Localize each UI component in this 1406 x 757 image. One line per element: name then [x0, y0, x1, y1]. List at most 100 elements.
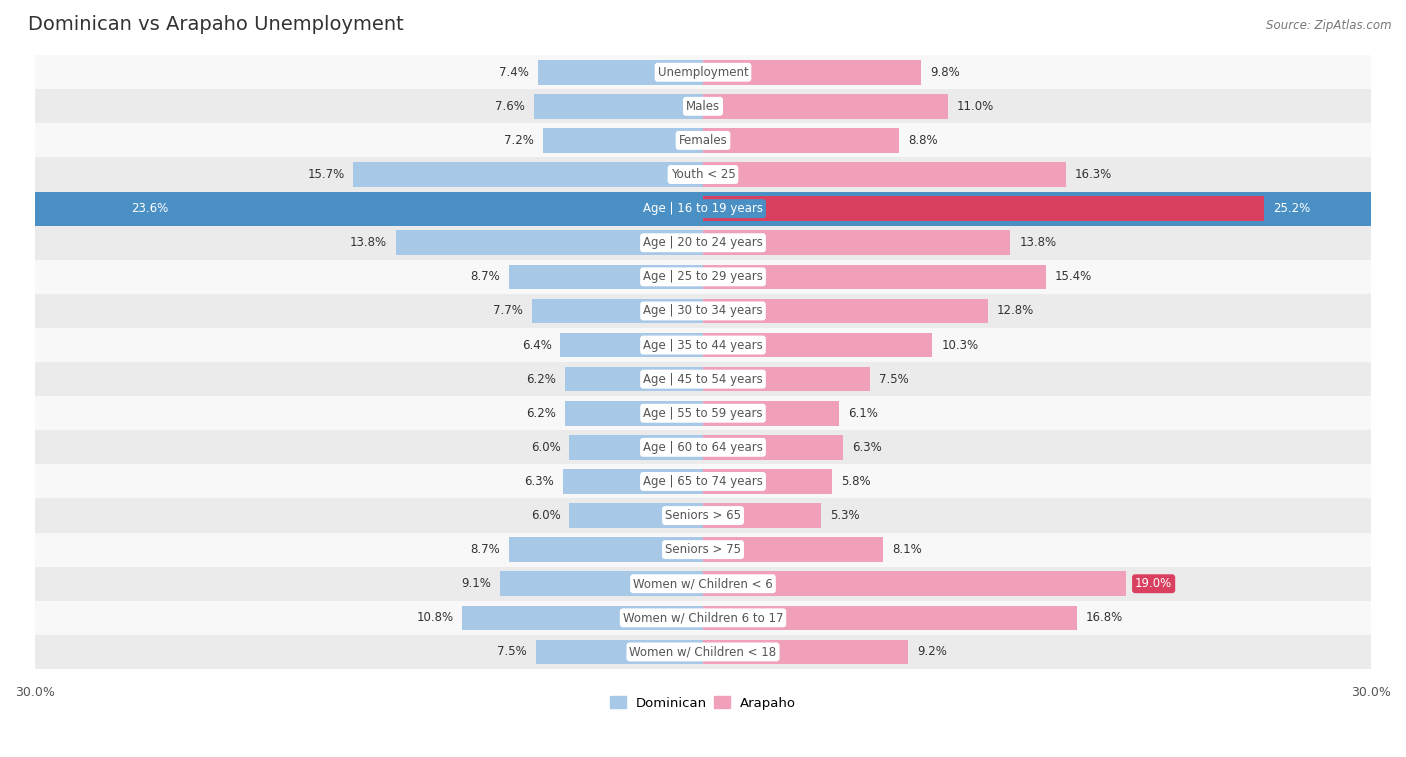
Text: Age | 65 to 74 years: Age | 65 to 74 years: [643, 475, 763, 488]
Text: Seniors > 65: Seniors > 65: [665, 509, 741, 522]
Text: Women w/ Children < 6: Women w/ Children < 6: [633, 578, 773, 590]
Text: 16.3%: 16.3%: [1076, 168, 1112, 181]
Text: Age | 16 to 19 years: Age | 16 to 19 years: [643, 202, 763, 215]
Text: Women w/ Children 6 to 17: Women w/ Children 6 to 17: [623, 612, 783, 625]
Text: 13.8%: 13.8%: [1019, 236, 1056, 249]
Bar: [703, 606, 1077, 630]
Text: Age | 45 to 54 years: Age | 45 to 54 years: [643, 372, 763, 385]
Text: Age | 60 to 64 years: Age | 60 to 64 years: [643, 441, 763, 454]
Legend: Dominican, Arapaho: Dominican, Arapaho: [605, 691, 801, 715]
Bar: [353, 162, 703, 187]
Text: 7.4%: 7.4%: [499, 66, 529, 79]
Text: 7.6%: 7.6%: [495, 100, 524, 113]
Bar: [35, 464, 1371, 499]
Bar: [703, 299, 988, 323]
Bar: [565, 367, 703, 391]
Text: 6.2%: 6.2%: [526, 407, 555, 419]
Bar: [35, 123, 1371, 157]
Text: 6.0%: 6.0%: [530, 509, 561, 522]
Bar: [531, 299, 703, 323]
Text: 12.8%: 12.8%: [997, 304, 1035, 317]
Text: 8.7%: 8.7%: [471, 270, 501, 283]
Text: Females: Females: [679, 134, 727, 147]
Text: 8.7%: 8.7%: [471, 543, 501, 556]
Bar: [703, 401, 839, 425]
Text: 6.3%: 6.3%: [524, 475, 554, 488]
Bar: [703, 230, 1011, 255]
Bar: [569, 435, 703, 459]
Text: Source: ZipAtlas.com: Source: ZipAtlas.com: [1267, 19, 1392, 32]
Text: 23.6%: 23.6%: [131, 202, 169, 215]
Text: 6.4%: 6.4%: [522, 338, 551, 351]
Bar: [703, 333, 932, 357]
Bar: [35, 430, 1371, 464]
Text: Age | 20 to 24 years: Age | 20 to 24 years: [643, 236, 763, 249]
Text: Unemployment: Unemployment: [658, 66, 748, 79]
Bar: [501, 572, 703, 596]
Text: Women w/ Children < 18: Women w/ Children < 18: [630, 646, 776, 659]
Text: 6.2%: 6.2%: [526, 372, 555, 385]
Text: 15.4%: 15.4%: [1054, 270, 1092, 283]
Bar: [703, 640, 908, 664]
Bar: [35, 601, 1371, 635]
Text: 7.7%: 7.7%: [492, 304, 523, 317]
Bar: [703, 94, 948, 119]
Bar: [177, 196, 703, 221]
Bar: [703, 469, 832, 494]
Bar: [509, 537, 703, 562]
Bar: [703, 196, 1264, 221]
Bar: [35, 192, 1371, 226]
Bar: [703, 435, 844, 459]
Bar: [35, 567, 1371, 601]
Text: 9.8%: 9.8%: [931, 66, 960, 79]
Text: Age | 35 to 44 years: Age | 35 to 44 years: [643, 338, 763, 351]
Bar: [561, 333, 703, 357]
Bar: [35, 294, 1371, 328]
Text: Youth < 25: Youth < 25: [671, 168, 735, 181]
Bar: [35, 157, 1371, 192]
Bar: [35, 226, 1371, 260]
Text: Dominican vs Arapaho Unemployment: Dominican vs Arapaho Unemployment: [28, 15, 404, 34]
Bar: [35, 499, 1371, 533]
Bar: [543, 128, 703, 153]
Bar: [536, 640, 703, 664]
Bar: [538, 60, 703, 85]
Text: 6.1%: 6.1%: [848, 407, 877, 419]
Bar: [703, 128, 898, 153]
Text: 10.8%: 10.8%: [416, 612, 454, 625]
Bar: [463, 606, 703, 630]
Text: 8.8%: 8.8%: [908, 134, 938, 147]
Bar: [562, 469, 703, 494]
Text: 16.8%: 16.8%: [1085, 612, 1123, 625]
Text: Seniors > 75: Seniors > 75: [665, 543, 741, 556]
Bar: [703, 537, 883, 562]
Text: 5.8%: 5.8%: [841, 475, 870, 488]
Text: 9.2%: 9.2%: [917, 646, 946, 659]
Bar: [703, 162, 1066, 187]
Text: 19.0%: 19.0%: [1135, 578, 1173, 590]
Text: Age | 25 to 29 years: Age | 25 to 29 years: [643, 270, 763, 283]
Bar: [534, 94, 703, 119]
Bar: [395, 230, 703, 255]
Text: 7.2%: 7.2%: [503, 134, 534, 147]
Text: 6.3%: 6.3%: [852, 441, 882, 454]
Bar: [35, 396, 1371, 430]
Bar: [35, 328, 1371, 362]
Text: 6.0%: 6.0%: [530, 441, 561, 454]
Bar: [703, 503, 821, 528]
Bar: [35, 635, 1371, 669]
Text: 7.5%: 7.5%: [498, 646, 527, 659]
Bar: [565, 401, 703, 425]
Text: Age | 55 to 59 years: Age | 55 to 59 years: [643, 407, 763, 419]
Text: Males: Males: [686, 100, 720, 113]
Bar: [35, 260, 1371, 294]
Text: 8.1%: 8.1%: [893, 543, 922, 556]
Text: Age | 30 to 34 years: Age | 30 to 34 years: [643, 304, 763, 317]
Bar: [703, 367, 870, 391]
Bar: [35, 89, 1371, 123]
Bar: [569, 503, 703, 528]
Text: 15.7%: 15.7%: [308, 168, 344, 181]
Text: 10.3%: 10.3%: [941, 338, 979, 351]
Bar: [509, 264, 703, 289]
Bar: [703, 60, 921, 85]
